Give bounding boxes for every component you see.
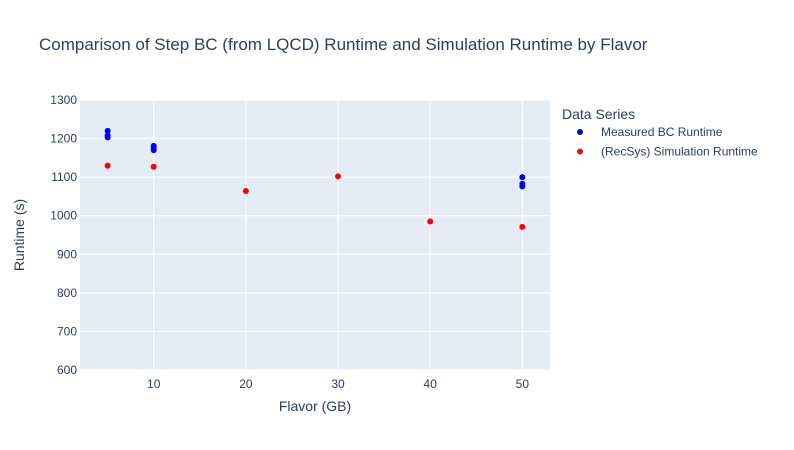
y-tick-label: 600 [57,363,77,377]
plot-area [80,100,550,370]
legend-item-label[interactable]: Measured BC Runtime [601,125,723,139]
legend-marker [577,129,583,135]
point-measured[interactable] [104,127,111,134]
y-tick-label: 700 [57,324,77,338]
y-axis-ticks: 600 700 800 900 1000 1100 1200 1300 [50,93,77,377]
point-simulation[interactable] [104,162,111,169]
x-tick-label: 40 [424,377,438,391]
x-tick-label: 50 [516,377,530,391]
legend[interactable]: Data Series Measured BC Runtime (RecSys) … [562,106,758,159]
y-tick-label: 900 [57,247,77,261]
data-points[interactable] [104,127,526,230]
y-tick-label: 1200 [50,132,77,146]
point-simulation[interactable] [335,173,342,180]
x-axis-ticks: 10 20 30 40 50 [147,377,529,391]
gridlines [80,99,550,371]
point-simulation[interactable] [519,223,526,230]
x-tick-label: 30 [331,377,345,391]
x-tick-label: 10 [147,377,161,391]
chart-title: Comparison of Step BC (from LQCD) Runtim… [39,35,648,54]
point-simulation[interactable] [242,188,249,195]
point-simulation[interactable] [427,218,434,225]
y-tick-label: 1300 [50,93,77,107]
legend-marker [577,148,583,155]
point-measured[interactable] [519,183,526,190]
x-tick-label: 20 [239,377,253,391]
y-tick-label: 1100 [51,170,77,184]
point-measured[interactable] [104,134,111,141]
x-axis-title: Flavor (GB) [279,398,351,414]
legend-title: Data Series [562,106,635,122]
point-simulation[interactable] [150,163,157,170]
legend-item-label[interactable]: (RecSys) Simulation Runtime [601,145,758,159]
y-tick-label: 800 [57,286,77,300]
point-measured[interactable] [150,147,157,154]
point-measured[interactable] [519,174,526,181]
y-tick-label: 1000 [50,209,77,223]
y-axis-title: Runtime (s) [11,199,27,271]
